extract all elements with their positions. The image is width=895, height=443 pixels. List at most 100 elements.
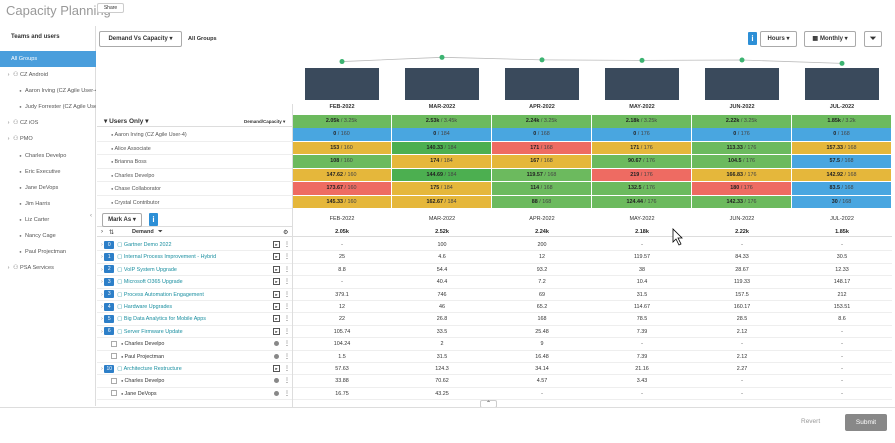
demand-cell[interactable]: 65.2 (536, 304, 548, 310)
capacity-cell[interactable]: 145.33 / 160 (292, 195, 392, 209)
demand-cell[interactable]: 12 (339, 304, 345, 310)
capacity-cell[interactable]: 219 / 176 (592, 168, 692, 182)
capacity-cell[interactable]: 162.67 / 184 (392, 195, 492, 209)
capacity-cell[interactable]: 174 / 184 (392, 155, 492, 169)
settings-icon[interactable]: ⚙ (283, 230, 289, 236)
capacity-cell[interactable]: 113.33 / 176 (692, 141, 792, 155)
demand-cell[interactable]: 16.48 (535, 353, 549, 360)
project-name[interactable]: Process Automation Engagement (123, 291, 204, 298)
chart-point[interactable] (439, 54, 445, 60)
project-name[interactable]: Big Data Analytics for Mobile Apps (123, 316, 206, 323)
user-row[interactable]: ● Paul Projectman ⋮ 1.5 31.5 16.48 7.39 2.12 - (97, 351, 892, 363)
demand-cell[interactable]: 70.62 (435, 378, 449, 385)
demand-cell[interactable]: 2.12 (736, 353, 748, 360)
chart-point[interactable] (339, 59, 345, 65)
demand-cell[interactable]: 2.27 (736, 366, 748, 372)
demand-cell[interactable]: 34.14 (535, 366, 549, 372)
demand-cell[interactable]: - (841, 353, 843, 360)
more-icon[interactable]: ⋮ (284, 266, 290, 273)
demand-cell[interactable]: 40.4 (436, 279, 448, 286)
demand-cell[interactable]: - (341, 242, 343, 248)
demand-cell[interactable]: 119.33 (733, 279, 751, 286)
demand-cell[interactable]: 69 (539, 291, 545, 298)
demand-cell[interactable]: 8.8 (338, 266, 346, 273)
demand-cell[interactable]: 124.3 (435, 366, 449, 372)
sidebar-item[interactable]: › ⚇ PMO (0, 131, 96, 147)
demand-cell[interactable]: 31.5 (636, 291, 648, 298)
demand-cell[interactable]: 16.75 (335, 390, 349, 397)
demand-cell[interactable]: - (841, 242, 843, 248)
project-name[interactable]: Microsoft O365 Upgrade (123, 279, 183, 286)
chart-point[interactable] (539, 57, 545, 63)
chart-bar[interactable] (805, 68, 879, 100)
sidebar-item[interactable]: ● Jane DeVops (0, 180, 96, 196)
demand-cell[interactable]: 104.24 (333, 341, 351, 348)
demand-cell[interactable]: 2.12 (736, 328, 748, 335)
capacity-cell[interactable]: 83.5 / 168 (792, 182, 892, 196)
sidebar-item[interactable]: › ⚇ PSA Services (0, 260, 96, 276)
play-icon[interactable]: ▸ (273, 303, 280, 310)
demand-cell[interactable]: 57.63 (335, 366, 349, 372)
filter-icon-small[interactable]: ⏷ (158, 229, 163, 235)
project-name[interactable]: Hardware Upgrades (123, 304, 173, 310)
play-icon[interactable]: ▸ (273, 365, 280, 372)
demand-cell[interactable]: - (841, 390, 843, 397)
demand-cell[interactable]: 200 (537, 242, 547, 248)
more-icon[interactable]: ⋮ (284, 328, 290, 335)
demand-cell[interactable]: - (541, 390, 543, 397)
info-icon-2[interactable]: i (149, 213, 158, 226)
sidebar-item[interactable]: ● Aaron Irving (CZ Agile User-4) (0, 83, 96, 99)
capacity-cell[interactable]: 0 / 168 (492, 128, 592, 142)
demand-cell[interactable]: - (741, 378, 743, 385)
capacity-cell[interactable]: 0 / 184 (392, 128, 492, 142)
demand-cell[interactable]: 93.2 (536, 266, 548, 273)
user-row[interactable]: ● Chase Collaborator (97, 182, 292, 196)
chevron-right-icon[interactable]: › (101, 328, 105, 335)
project-row[interactable]: › 1 ▢ Internal Process Improvement - Hybr… (97, 251, 892, 264)
more-icon[interactable]: ⋮ (284, 390, 290, 397)
demand-cell[interactable]: - (841, 341, 843, 348)
more-icon[interactable]: ⋮ (284, 304, 290, 310)
period-select[interactable]: ▦ Monthly ▾ (804, 31, 856, 47)
demand-cell[interactable]: 38 (639, 266, 645, 273)
chart-point[interactable] (839, 60, 845, 66)
chevron-right-icon[interactable]: › (7, 136, 10, 143)
demand-cell[interactable]: - (641, 242, 643, 248)
demand-cell[interactable]: 30.5 (836, 254, 848, 261)
demand-cell[interactable]: 7.39 (636, 353, 648, 360)
demand-cell[interactable]: 28.67 (735, 266, 749, 273)
play-icon[interactable]: ▸ (273, 265, 280, 273)
capacity-cell[interactable]: 2.24k / 3.25k (492, 115, 592, 129)
capacity-cell[interactable]: 2.05k / 3.25k (292, 115, 392, 129)
sidebar-item[interactable]: ● Nancy Cage (0, 228, 96, 244)
demand-cell[interactable]: - (841, 328, 843, 335)
users-only-select[interactable]: ▾ Users Only ▾ (104, 117, 148, 125)
project-row[interactable]: › 10 ▢ Architecture Restructure ▸ ⋮ 57.63 124… (97, 363, 892, 376)
demand-cell[interactable]: 28.5 (736, 316, 748, 323)
more-icon[interactable]: ⋮ (284, 378, 290, 385)
demand-cell[interactable]: - (341, 279, 343, 286)
mark-as-button[interactable]: Mark As ▾ (102, 213, 142, 227)
capacity-cell[interactable]: 2.22k / 3.25k (692, 115, 792, 129)
capacity-cell[interactable]: 30 / 168 (792, 195, 892, 209)
demand-capacity-select[interactable]: Demand/Capacity ▾ (244, 119, 286, 124)
play-icon[interactable]: ▸ (273, 278, 280, 286)
capacity-cell[interactable]: 0 / 160 (292, 128, 392, 142)
chart-point[interactable] (739, 57, 745, 63)
demand-cell[interactable]: 10.4 (636, 279, 648, 286)
capacity-cell[interactable]: 104.5 / 176 (692, 155, 792, 169)
user-row[interactable]: ● Crystal Contributor (97, 196, 292, 209)
chevron-right-icon[interactable]: › (101, 304, 105, 310)
sidebar-item[interactable]: ● Liz Carter (0, 212, 96, 228)
project-row[interactable]: › 0 ▢ Gartner Demo 2022 ▸ ⋮ - 100 200 - - - (97, 239, 892, 252)
demand-cell[interactable]: - (641, 390, 643, 397)
more-icon[interactable]: ⋮ (284, 316, 290, 323)
demand-cell[interactable]: 148.17 (833, 279, 851, 286)
capacity-cell[interactable]: 1.85k / 3.2k (792, 115, 892, 129)
demand-cell[interactable]: 12.33 (835, 266, 849, 273)
project-name[interactable]: Architecture Restructure (123, 366, 182, 372)
demand-cell[interactable]: 26.8 (436, 316, 448, 323)
demand-cell[interactable]: 22 (339, 316, 345, 323)
demand-cell[interactable]: 33.88 (335, 378, 349, 385)
project-row[interactable]: › 4 ▢ Hardware Upgrades ▸ ⋮ 12 46 65.2 114.67 16… (97, 301, 892, 314)
